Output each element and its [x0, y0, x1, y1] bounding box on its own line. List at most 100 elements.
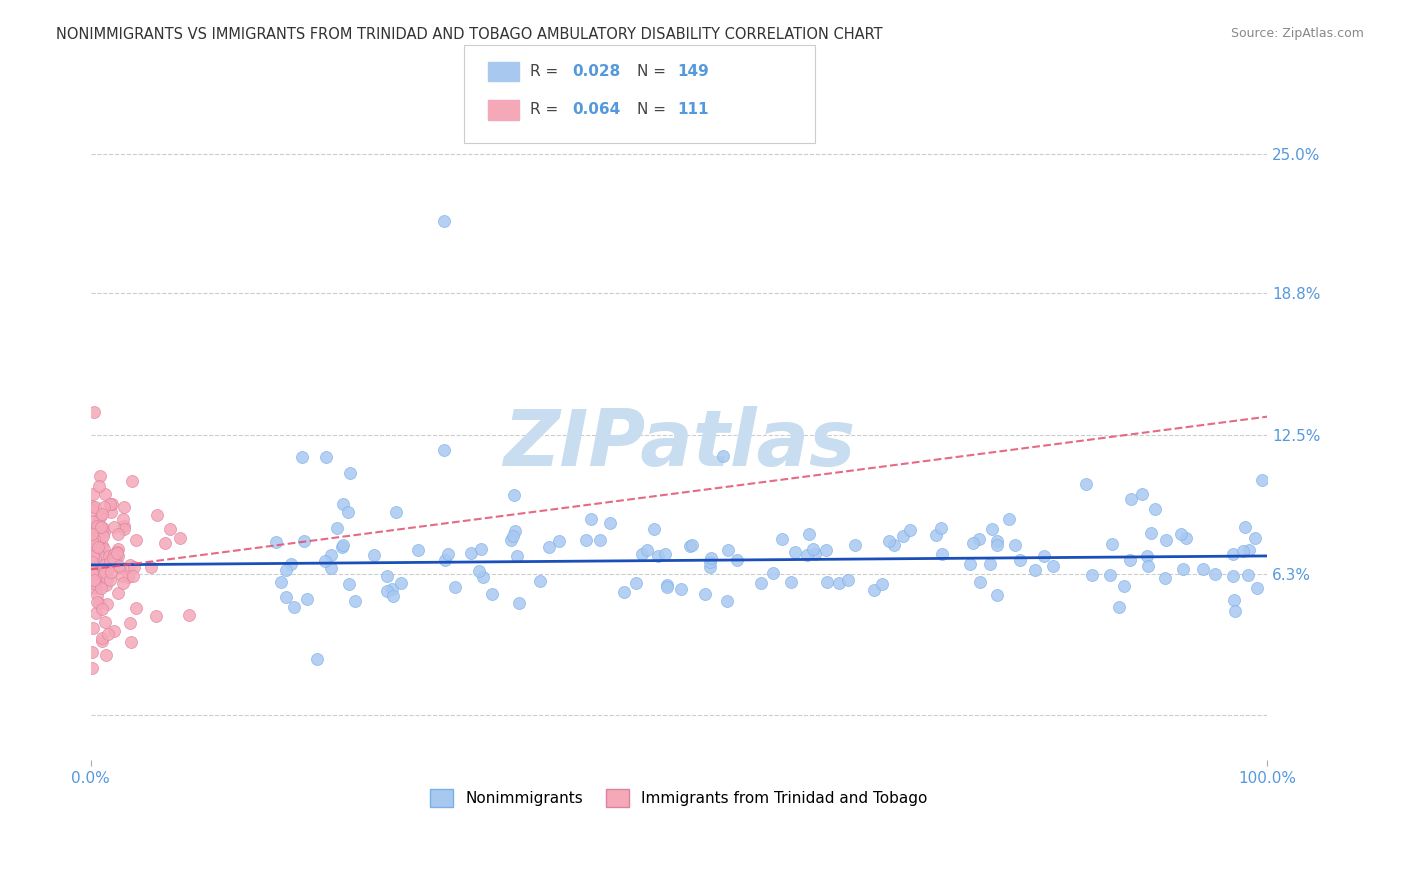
Point — [433, 214, 456, 228]
Point — [86, 567, 108, 582]
Point — [112, 500, 135, 514]
Point — [336, 505, 359, 519]
Point — [1191, 562, 1213, 576]
Point — [814, 543, 837, 558]
Point — [169, 531, 191, 545]
Point — [1171, 562, 1194, 576]
Point — [1222, 548, 1244, 562]
Point — [276, 590, 298, 604]
Point — [145, 609, 167, 624]
Text: 0.028: 0.028 — [572, 64, 620, 78]
Point — [1251, 473, 1274, 487]
Point — [783, 545, 806, 559]
Point — [111, 569, 134, 583]
Point — [716, 594, 738, 608]
Point — [80, 550, 103, 565]
Point — [107, 559, 129, 574]
Point — [962, 536, 984, 550]
Point — [91, 507, 114, 521]
Point — [1136, 558, 1159, 573]
Point — [159, 522, 181, 536]
Point — [678, 540, 700, 554]
Point — [146, 508, 169, 523]
Point — [105, 545, 128, 559]
Point — [1042, 559, 1064, 574]
Point — [699, 560, 721, 574]
Point — [93, 500, 115, 515]
Point — [460, 546, 482, 560]
Point — [103, 519, 125, 533]
Point — [1024, 563, 1046, 577]
Point — [93, 558, 115, 573]
Point — [103, 547, 125, 561]
Point — [636, 542, 658, 557]
Point — [91, 521, 114, 535]
Point — [321, 548, 343, 562]
Point — [120, 634, 142, 648]
Point — [96, 572, 118, 586]
Point — [89, 469, 111, 483]
Point — [1112, 579, 1135, 593]
Point — [931, 547, 953, 561]
Point — [1222, 592, 1244, 607]
Text: N =: N = — [637, 64, 671, 78]
Point — [1232, 544, 1254, 558]
Point — [274, 563, 297, 577]
Point — [339, 466, 361, 480]
Point — [90, 519, 112, 533]
Point — [80, 523, 103, 537]
Point — [90, 631, 112, 645]
Point — [1130, 487, 1153, 501]
Point — [647, 549, 669, 563]
Point — [891, 529, 914, 543]
Point — [100, 497, 122, 511]
Point — [1175, 531, 1198, 545]
Point — [83, 575, 105, 590]
Point — [87, 575, 110, 590]
Point — [1108, 600, 1130, 615]
Point — [828, 576, 851, 591]
Point — [837, 573, 859, 587]
Point — [1204, 566, 1226, 581]
Point — [1010, 553, 1032, 567]
Point — [470, 542, 492, 557]
Point — [671, 582, 693, 597]
Point — [503, 524, 526, 538]
Point — [434, 552, 457, 566]
Point — [87, 595, 110, 609]
Point — [98, 573, 121, 587]
Point — [444, 580, 467, 594]
Text: 0.064: 0.064 — [572, 103, 620, 117]
Point — [1233, 520, 1256, 534]
Point — [713, 449, 735, 463]
Point — [654, 547, 676, 561]
Point — [381, 589, 404, 603]
Point — [297, 591, 319, 606]
Point — [986, 534, 1008, 549]
Point — [959, 558, 981, 572]
Point — [1225, 604, 1247, 618]
Point — [1136, 549, 1159, 563]
Point — [589, 533, 612, 547]
Point — [82, 549, 104, 564]
Point — [103, 548, 125, 562]
Point — [883, 538, 905, 552]
Point — [89, 541, 111, 556]
Point — [998, 512, 1021, 526]
Point — [1244, 531, 1267, 545]
Text: 149: 149 — [678, 64, 710, 78]
Text: N =: N = — [637, 103, 671, 117]
Point — [699, 555, 721, 569]
Point — [111, 575, 134, 590]
Point — [112, 511, 135, 525]
Point — [82, 533, 104, 548]
Point — [93, 565, 115, 579]
Point — [695, 587, 717, 601]
Point — [1170, 526, 1192, 541]
Point — [506, 549, 529, 563]
Point — [1121, 492, 1143, 507]
Point — [90, 602, 112, 616]
Point — [779, 574, 801, 589]
Point — [86, 547, 108, 561]
Point — [90, 634, 112, 648]
